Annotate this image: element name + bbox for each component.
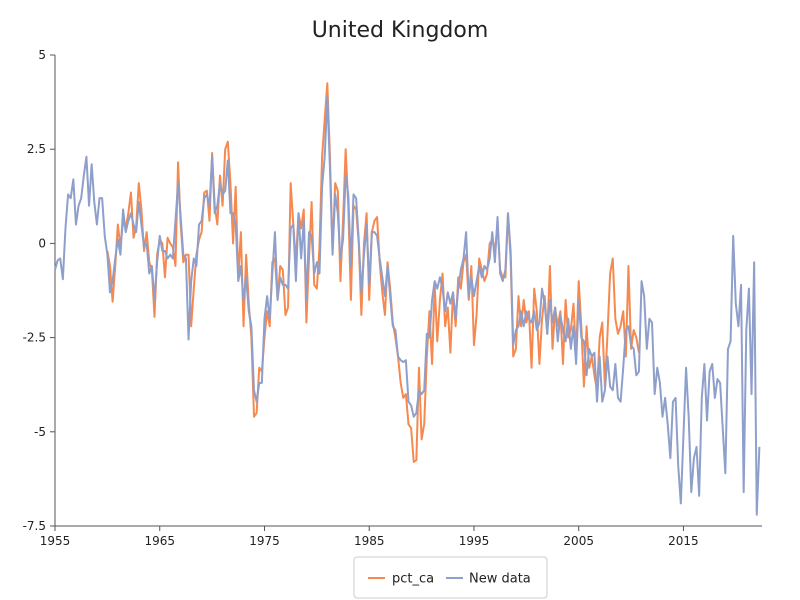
- x-tick-label: 1955: [40, 534, 71, 548]
- x-tick-label: 2015: [668, 534, 699, 548]
- y-tick-label: 2.5: [27, 142, 46, 156]
- y-tick-label: -5: [34, 425, 46, 439]
- series-line-new-data: [54, 95, 761, 516]
- legend: pct_ca New data: [353, 556, 548, 599]
- y-tick-label: 0: [38, 236, 46, 250]
- series-lines: [54, 82, 761, 516]
- x-tick-label: 1975: [249, 534, 280, 548]
- chart-title: United Kingdom: [312, 18, 489, 43]
- y-tick-label: -7.5: [23, 519, 46, 533]
- x-tick-label: 2005: [563, 534, 594, 548]
- x-tick-label: 1985: [354, 534, 385, 548]
- x-tick-label: 1995: [459, 534, 490, 548]
- y-tick-label: 5: [38, 48, 46, 62]
- legend-label: New data: [469, 572, 531, 587]
- y-tick-label: -2.5: [23, 331, 46, 345]
- x-tick-label: 1965: [144, 534, 175, 548]
- legend-label: pct_ca: [392, 572, 434, 587]
